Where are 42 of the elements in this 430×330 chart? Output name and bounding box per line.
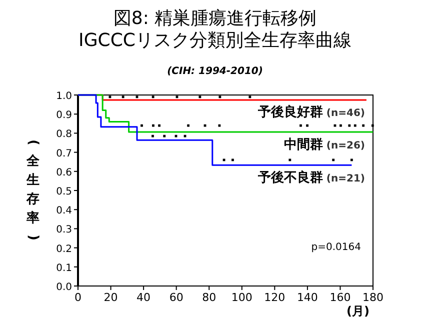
y-tick-label: 0.2 — [56, 244, 72, 255]
y-tick-label: 1.0 — [56, 91, 72, 102]
point — [122, 96, 124, 98]
y-tick-label: 0.7 — [56, 148, 72, 160]
point — [152, 96, 154, 98]
annotation: p=0.0164 — [311, 242, 361, 253]
x-tick-label: 180 — [362, 291, 384, 304]
point — [163, 134, 166, 138]
y-tick-label: 0.3 — [56, 224, 72, 236]
chart-subtitle: (CIH: 1994-2010) — [167, 66, 263, 77]
y-tick-label: 0.1 — [56, 262, 72, 274]
x-tick-label: 160 — [330, 291, 351, 304]
series-label: 予後不良群 (n=21) — [256, 169, 365, 186]
y-tick-label: 0.0 — [56, 282, 72, 293]
x-tick-label: 40 — [136, 291, 151, 304]
x-tick-label: 80 — [202, 291, 216, 304]
y-tick-label: 0.4 — [56, 206, 72, 217]
series-label: 予後良好群 (n=46) — [256, 104, 365, 120]
point — [350, 158, 353, 162]
x-tick-label: 0 — [74, 291, 82, 304]
x-tick-label: 60 — [169, 291, 184, 304]
x-tick-label: 20 — [104, 291, 118, 304]
point — [348, 124, 351, 127]
series-label: 中間群 (n=26) — [284, 137, 365, 152]
x-axis-title: (月) — [346, 304, 370, 318]
point — [218, 124, 221, 127]
point — [288, 158, 292, 162]
y-tick-label: 0.8 — [56, 129, 72, 140]
y-tick-label: 0.9 — [56, 110, 72, 122]
point — [218, 96, 222, 98]
y-axis-title: (全生存率) — [26, 140, 40, 240]
point — [248, 96, 252, 98]
point — [354, 124, 356, 127]
chart-title: 図8: 精巣腫瘍進行転移例 IGCCCリスク分類別全生存率曲線 — [78, 8, 352, 51]
x-tick-label: 120 — [264, 291, 286, 304]
y-tick-label: 0.5 — [56, 186, 72, 198]
point — [198, 96, 202, 98]
x-tick-label: 140 — [296, 291, 318, 304]
y-tick-label: 0.6 — [56, 167, 72, 178]
x-tick-label: 100 — [231, 291, 252, 304]
point — [362, 124, 365, 127]
point — [332, 158, 335, 162]
